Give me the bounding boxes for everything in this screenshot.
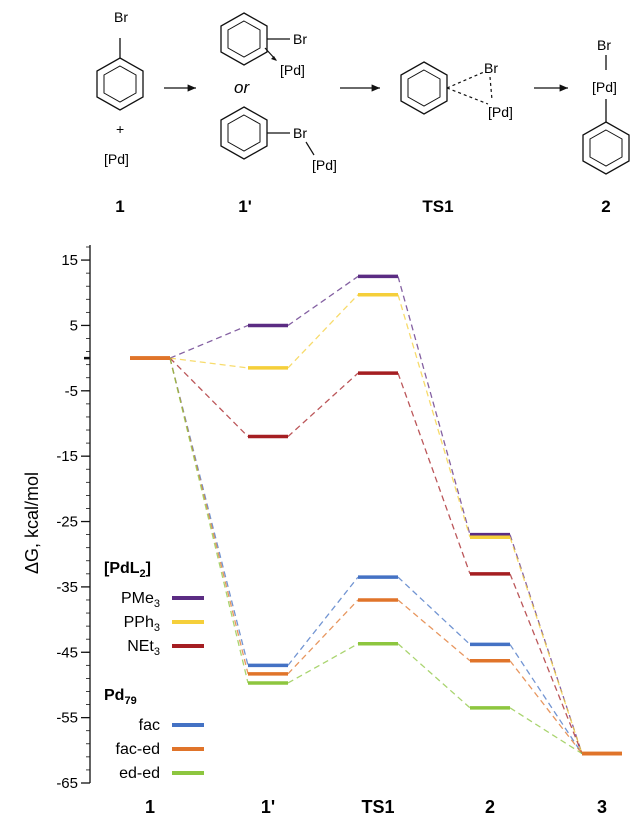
- compound-1prime-pd-label-b: [Pd]: [312, 157, 337, 173]
- legend-group-title: [PdL2]: [104, 560, 151, 580]
- chart-legend: [PdL2] Pd79 PMe3 PPh3 NEt3 fac fac-ed ed-ed: [104, 560, 204, 782]
- scheme-label-ts1: TS1: [422, 197, 453, 216]
- connector-net3: [169, 357, 249, 438]
- y-tick-label: 5: [70, 317, 78, 334]
- chart-levels: [130, 274, 622, 756]
- compound-1-pd-label: [Pd]: [104, 151, 129, 167]
- connector-pme3: [169, 324, 249, 359]
- scheme-label-1: 1: [115, 197, 124, 216]
- legend-label: fac-ed: [116, 741, 160, 758]
- x-tick-label: 1: [145, 797, 155, 817]
- compound-2-br-label: Br: [597, 37, 611, 53]
- chart-connectors: [169, 275, 583, 755]
- compound-1prime-structure: Br [Pd] or Br [Pd]: [220, 12, 337, 173]
- y-tick-label: -55: [56, 710, 78, 727]
- y-tick-label: -35: [56, 579, 78, 596]
- y-tick-label: 15: [61, 252, 78, 269]
- compound-1-structure: Br + [Pd]: [96, 9, 144, 167]
- connector-fac-ed: [509, 660, 583, 754]
- connector-fac-ed: [169, 357, 249, 674]
- compound-1prime-br-label-a: Br: [293, 31, 307, 47]
- legend-label: fac: [139, 717, 160, 734]
- connector-pph3: [509, 537, 583, 754]
- connector-fac: [169, 357, 249, 666]
- y-tick-label: -45: [56, 644, 78, 661]
- connector-ed-ed: [397, 643, 471, 709]
- y-tick-label: -15: [56, 448, 78, 465]
- or-text: or: [234, 78, 250, 97]
- connector-pph3: [169, 357, 249, 369]
- legend-label: PPh3: [124, 614, 160, 634]
- x-tick-label: TS1: [361, 797, 394, 817]
- compound-2-structure: Br [Pd]: [582, 37, 630, 175]
- plus-sign: +: [116, 121, 124, 137]
- y-tick-label: -65: [56, 775, 78, 792]
- y-tick-label: -5: [65, 383, 78, 400]
- connector-fac: [287, 576, 359, 666]
- energy-profile-chart: 15 5 -5 -15 -25 -35 -45 -55 -65 1 1' TS1 2 3 ΔG, kca…: [22, 245, 622, 817]
- y-tick-label: -25: [56, 514, 78, 531]
- x-tick-label: 3: [597, 797, 607, 817]
- ts1-pd-label: [Pd]: [488, 104, 513, 120]
- x-tick-label: 1': [261, 797, 275, 817]
- connector-pph3: [287, 294, 359, 369]
- chart-x-labels: 1 1' TS1 2 3: [145, 797, 607, 817]
- legend-label: PMe3: [121, 590, 160, 610]
- legend-label: NEt3: [127, 638, 160, 658]
- connector-ed-ed: [509, 707, 583, 755]
- ts1-br-label: Br: [484, 60, 498, 76]
- reaction-scheme: Br + [Pd] Br [Pd] or Br [Pd] Br [Pd] Br …: [96, 9, 630, 216]
- connector-net3: [509, 573, 583, 754]
- connector-net3: [287, 372, 359, 438]
- chart-axes: 15 5 -5 -15 -25 -35 -45 -55 -65: [56, 245, 91, 792]
- compound-2-pd-label: [Pd]: [592, 79, 617, 95]
- connector-pme3: [397, 276, 471, 535]
- compound-1-br-label: Br: [114, 9, 128, 25]
- legend-group-title: Pd79: [104, 687, 137, 707]
- connector-net3: [397, 372, 471, 575]
- connector-fac-ed: [287, 599, 359, 675]
- connector-fac-ed: [397, 599, 471, 662]
- scheme-label-1prime: 1': [238, 197, 252, 216]
- connector-ed-ed: [169, 357, 249, 684]
- x-tick-label: 2: [485, 797, 495, 817]
- compound-1prime-pd-label-a: [Pd]: [280, 62, 305, 78]
- connector-pme3: [287, 275, 359, 326]
- connector-fac: [509, 644, 583, 754]
- legend-label: ed-ed: [119, 765, 160, 782]
- ts1-structure: Br [Pd]: [400, 60, 513, 120]
- connector-ed-ed: [287, 643, 359, 684]
- compound-1prime-br-label-b: Br: [293, 125, 307, 141]
- scheme-label-2: 2: [601, 197, 610, 216]
- connector-pph3: [397, 294, 471, 538]
- y-axis-label: ΔG, kcal/mol: [22, 472, 42, 574]
- connector-fac: [397, 576, 471, 645]
